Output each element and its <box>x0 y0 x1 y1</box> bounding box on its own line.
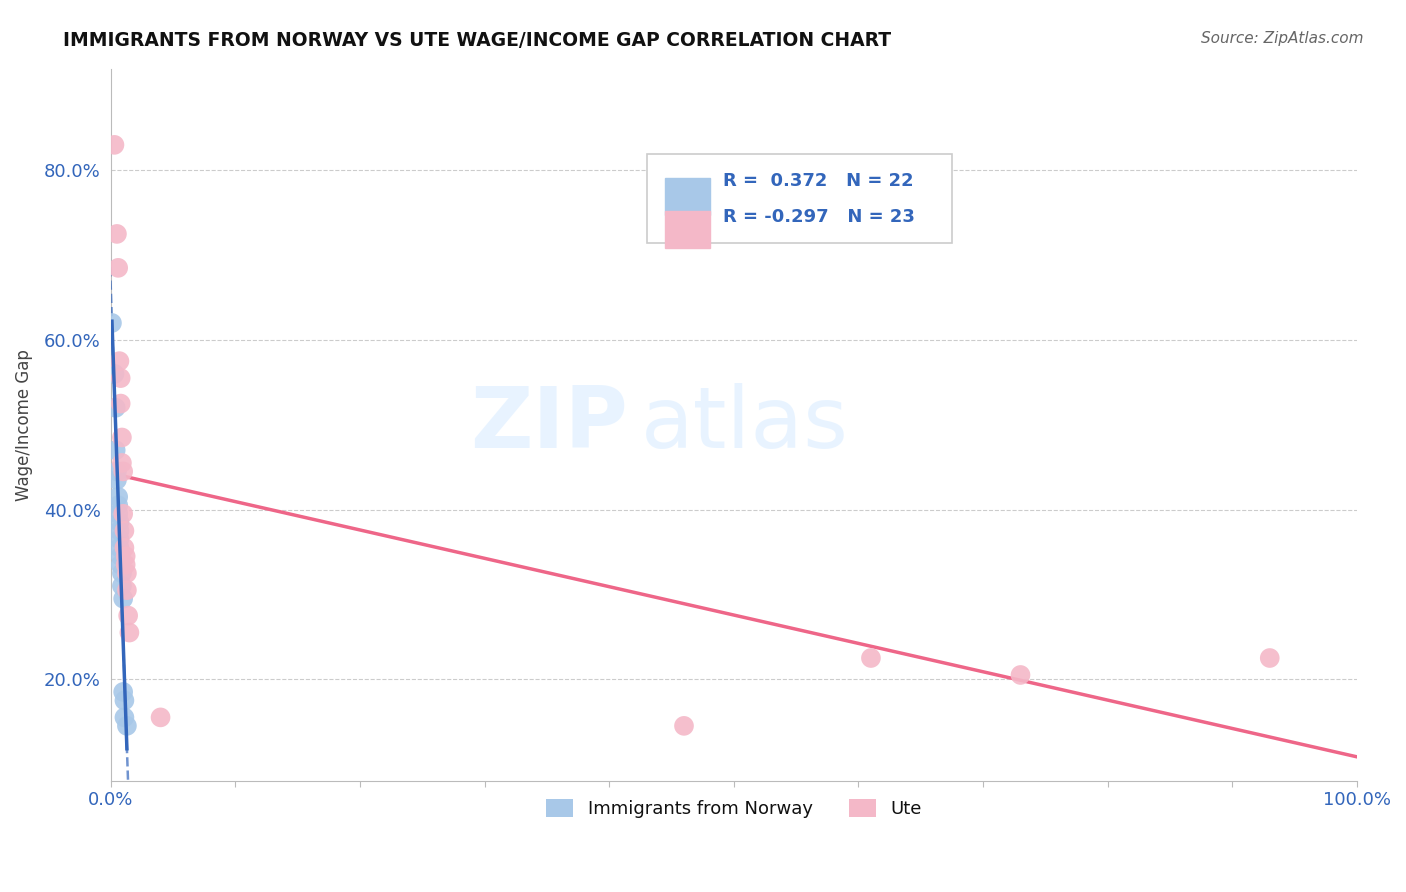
Point <box>107 490 129 504</box>
Point <box>118 625 141 640</box>
Point <box>115 719 138 733</box>
Point <box>108 533 131 547</box>
Text: ZIP: ZIP <box>470 384 628 467</box>
Point <box>108 516 131 530</box>
Point <box>104 401 127 415</box>
Point <box>103 367 125 381</box>
Text: atlas: atlas <box>640 384 848 467</box>
Point <box>108 354 131 368</box>
Point <box>105 464 128 478</box>
FancyBboxPatch shape <box>647 154 952 244</box>
Point <box>104 443 127 458</box>
Point <box>1258 651 1281 665</box>
Point <box>108 541 131 555</box>
Point <box>117 608 139 623</box>
Legend: Immigrants from Norway, Ute: Immigrants from Norway, Ute <box>538 791 929 825</box>
Point <box>112 591 135 606</box>
Point <box>101 316 124 330</box>
Point <box>112 541 135 555</box>
Point <box>105 227 128 241</box>
Point <box>114 558 136 572</box>
Point <box>103 137 125 152</box>
Point <box>111 430 134 444</box>
Point <box>108 524 131 538</box>
Point <box>1010 668 1032 682</box>
Point <box>110 558 132 572</box>
Text: Source: ZipAtlas.com: Source: ZipAtlas.com <box>1201 31 1364 46</box>
Point <box>112 710 135 724</box>
Text: R =  0.372   N = 22: R = 0.372 N = 22 <box>723 171 914 189</box>
Point <box>105 473 128 487</box>
Point <box>111 456 134 470</box>
FancyBboxPatch shape <box>665 178 710 216</box>
Point <box>112 464 135 478</box>
Y-axis label: Wage/Income Gap: Wage/Income Gap <box>15 349 32 500</box>
Point <box>115 583 138 598</box>
Point <box>859 651 882 665</box>
Point <box>110 549 132 564</box>
Text: IMMIGRANTS FROM NORWAY VS UTE WAGE/INCOME GAP CORRELATION CHART: IMMIGRANTS FROM NORWAY VS UTE WAGE/INCOM… <box>63 31 891 50</box>
Point <box>112 693 135 707</box>
Point <box>114 549 136 564</box>
Point <box>110 396 132 410</box>
Point <box>115 566 138 581</box>
Point <box>107 260 129 275</box>
Point <box>111 566 134 581</box>
Point <box>112 507 135 521</box>
Point <box>672 719 695 733</box>
Point <box>110 371 132 385</box>
Point <box>112 524 135 538</box>
FancyBboxPatch shape <box>665 211 710 248</box>
Point <box>107 507 129 521</box>
Text: R = -0.297   N = 23: R = -0.297 N = 23 <box>723 208 914 226</box>
Point <box>112 685 135 699</box>
Point <box>111 579 134 593</box>
Point <box>149 710 172 724</box>
Point <box>107 499 129 513</box>
